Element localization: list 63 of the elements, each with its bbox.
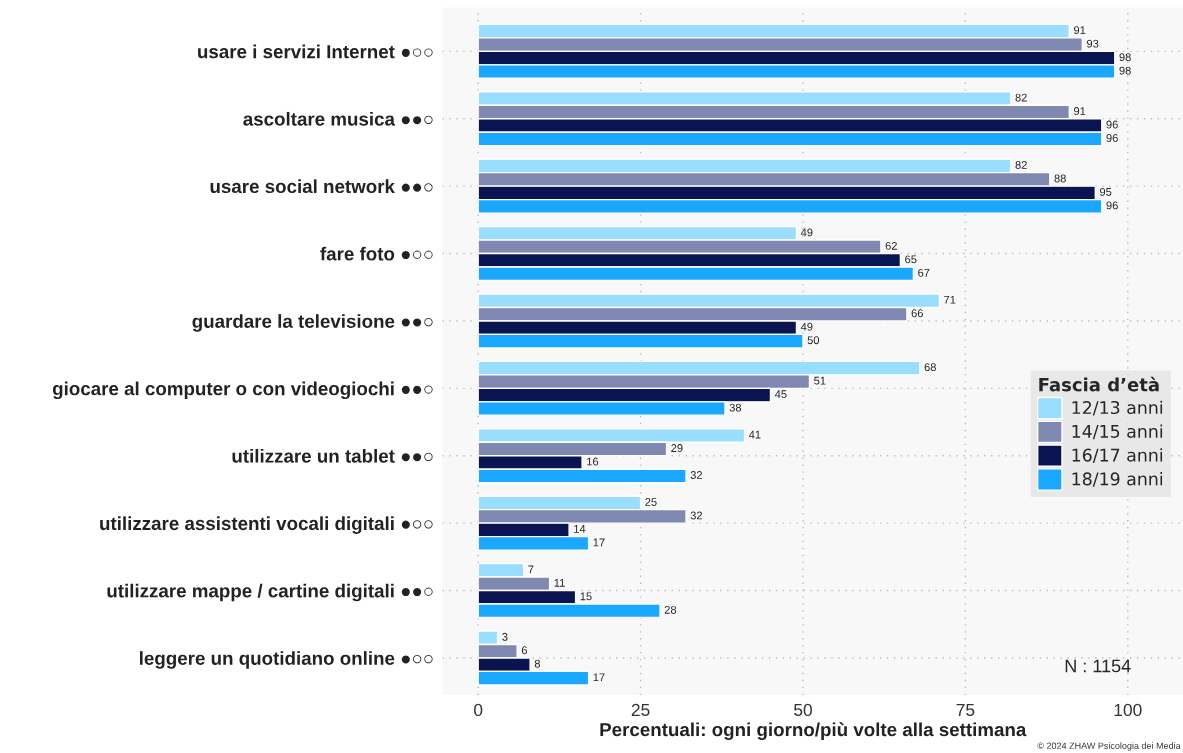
data-label: 17	[593, 538, 605, 547]
data-label: 45	[774, 390, 787, 399]
y-tick-label: usare i servizi Internet ●○○	[198, 44, 433, 59]
data-label: 25	[645, 498, 657, 506]
data-label: 11	[554, 579, 565, 587]
legend-label: 18/19 anni	[1072, 472, 1163, 487]
data-label: 32	[690, 511, 703, 520]
data-label: 66	[911, 309, 923, 318]
x-tick-label: 0	[474, 703, 483, 717]
data-label: 51	[814, 376, 826, 385]
x-tick-label: 50	[794, 703, 812, 717]
y-tick-label: usare social network ●●○	[210, 179, 433, 194]
x-tick-label: 75	[956, 703, 975, 717]
y-tick-label: giocare al computer o con videogiochi ●●○	[52, 381, 433, 400]
data-label: 62	[885, 241, 897, 250]
data-label: 93	[1087, 39, 1099, 48]
y-tick-label: fare foto ●○○	[320, 246, 433, 261]
data-label: 28	[664, 605, 677, 614]
data-label: 7	[528, 565, 534, 574]
data-label: 32	[690, 471, 703, 479]
data-label: 8	[534, 659, 540, 668]
data-label: 17	[593, 673, 605, 682]
y-tick-label: ascoltare musica ●●○	[243, 111, 433, 126]
data-label: 16	[587, 457, 599, 466]
data-label: 50	[807, 336, 820, 345]
data-label: 68	[924, 363, 936, 372]
data-label: 3	[502, 632, 508, 641]
data-label: 96	[1106, 134, 1118, 142]
y-tick-label: leggere un quotidiano online ●○○	[140, 651, 433, 669]
data-label: 15	[580, 592, 592, 601]
x-tick-label: 100	[1114, 703, 1142, 717]
data-label: 95	[1099, 188, 1112, 196]
data-label: 96	[1106, 120, 1118, 129]
data-label: 29	[671, 444, 683, 452]
data-label: 49	[800, 322, 813, 331]
data-label: 65	[905, 255, 917, 264]
data-label: 91	[1074, 107, 1086, 115]
legend-label: 12/13 anni	[1072, 400, 1163, 416]
data-label: 98	[1119, 66, 1131, 75]
data-label: 41	[748, 430, 761, 439]
data-label: 98	[1119, 53, 1131, 62]
data-label: 6	[521, 646, 528, 655]
data-label: 38	[729, 403, 742, 412]
data-label: 67	[918, 268, 930, 277]
data-label: 14	[574, 525, 586, 533]
y-tick-label: utilizzare mappe / cartine digitali ●●○	[107, 583, 433, 602]
text: © 2024 ZHAW Psicologia dei Media	[1037, 742, 1181, 751]
x-tick-label: 25	[631, 703, 650, 717]
legend-label: 16/17 anni	[1072, 448, 1163, 464]
data-label: 88	[1054, 174, 1066, 183]
legend-title: Fascia d’età	[1039, 376, 1159, 392]
data-label: 82	[1015, 93, 1027, 102]
data-label: 49	[800, 228, 813, 237]
y-tick-label: utilizzare un tablet ●●○	[232, 448, 433, 463]
data-label: 91	[1074, 26, 1086, 35]
legend-label: 14/15 anni	[1072, 424, 1163, 440]
data-label: 82	[1015, 161, 1027, 169]
annotation: N : 1154	[1065, 659, 1131, 673]
data-label: 71	[944, 295, 956, 304]
data-label: 96	[1106, 201, 1118, 210]
x-axis-title: Percentuali: ogni giorno/più volte alla settimana	[600, 722, 1027, 741]
y-tick-label: utilizzare assistenti vocali digitali ●○○	[100, 516, 433, 534]
y-tick-label: guardare la televisione ●●○	[192, 314, 433, 332]
